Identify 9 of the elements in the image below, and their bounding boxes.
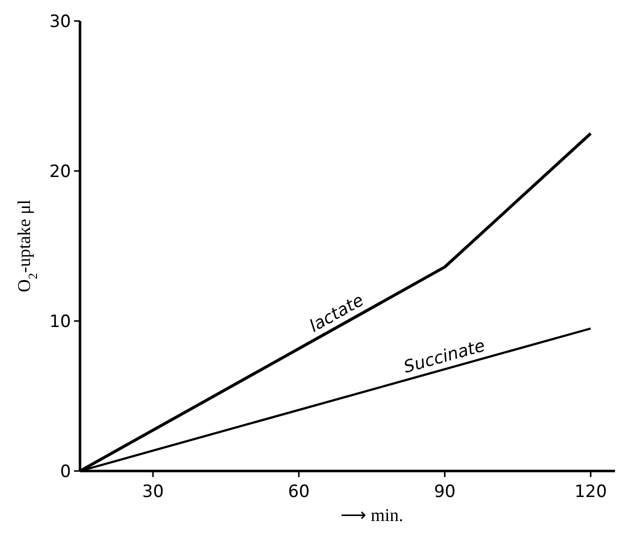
x-axis-title: ⟶ min. xyxy=(340,505,404,525)
y-tick-label: 10 xyxy=(49,312,71,332)
x-tick-label: 30 xyxy=(142,482,164,502)
x-tick-label: 60 xyxy=(288,482,310,502)
x-tick-label: 120 xyxy=(574,482,607,502)
y-tick-label: 20 xyxy=(49,162,71,182)
x-tick-label: 90 xyxy=(434,482,456,502)
y-tick-label: 30 xyxy=(49,12,71,32)
y-tick-label: 0 xyxy=(60,462,71,482)
